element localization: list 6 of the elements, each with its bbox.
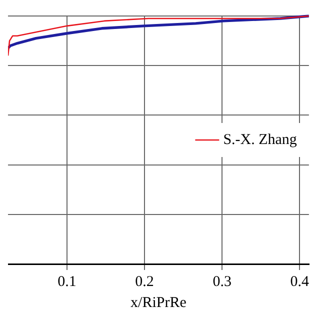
x-tick-label: 0.1 bbox=[58, 274, 76, 290]
legend-label: S.-X. Zhang bbox=[223, 132, 298, 148]
x-tick-label: 0.2 bbox=[135, 274, 154, 290]
x-tick-label: 0.4 bbox=[290, 274, 310, 290]
x-axis-title: x/RiPrRe bbox=[130, 294, 187, 311]
x-tick-label: 0.3 bbox=[212, 274, 232, 290]
